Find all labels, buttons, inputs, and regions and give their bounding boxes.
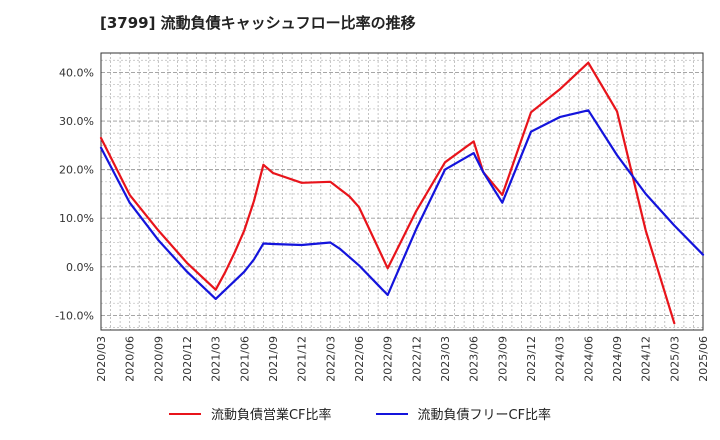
x-tick-label: 2023/03 [439,336,452,382]
x-tick-label: 2021/09 [267,336,280,382]
legend-item-operating-cf: 流動負債営業CF比率 [168,404,332,423]
x-tick-label: 2021/12 [296,336,309,382]
x-tick-label: 2023/06 [468,336,481,382]
x-tick-label: 2023/12 [525,336,538,382]
y-tick-label: 0.0% [66,261,94,274]
legend-swatch-operating-cf [168,412,201,415]
x-tick-label: 2024/03 [554,336,567,382]
y-tick-label: 30.0% [59,115,94,128]
x-tick-label: 2024/06 [582,336,595,382]
y-tick-label: 20.0% [59,164,94,177]
x-tick-label: 2022/09 [382,336,395,382]
x-tick-label: 2020/12 [181,336,194,382]
x-tick-label: 2025/06 [697,336,710,382]
x-tick-label: 2023/09 [496,336,509,382]
legend: 流動負債営業CF比率 流動負債フリーCF比率 [0,404,720,423]
x-tick-label: 2021/06 [238,336,251,382]
x-tick-label: 2021/03 [210,336,223,382]
x-tick-label: 2020/09 [152,336,165,382]
plot-area [101,53,703,330]
legend-swatch-free-cf [375,412,408,415]
y-tick-label: -10.0% [55,309,94,322]
x-tick-label: 2022/12 [410,336,423,382]
x-tick-label: 2024/12 [640,336,653,382]
x-tick-label: 2025/03 [668,336,681,382]
x-tick-label: 2024/09 [611,336,624,382]
legend-label-free-cf: 流動負債フリーCF比率 [417,408,552,423]
chart-title: [3799] 流動負債キャッシュフロー比率の推移 [100,14,416,32]
series-line-operating-cf [99,61,676,325]
plot-frame [100,52,704,331]
legend-item-free-cf: 流動負債フリーCF比率 [375,404,552,423]
x-tick-label: 2020/06 [124,336,137,382]
series-line-free-cf [99,109,705,300]
y-tick-label: 40.0% [59,66,94,79]
x-tick-label: 2022/06 [353,336,366,382]
x-tick-label: 2020/03 [95,336,108,382]
legend-label-operating-cf: 流動負債営業CF比率 [210,408,332,423]
y-tick-label: 10.0% [59,212,94,225]
x-tick-label: 2022/03 [324,336,337,382]
